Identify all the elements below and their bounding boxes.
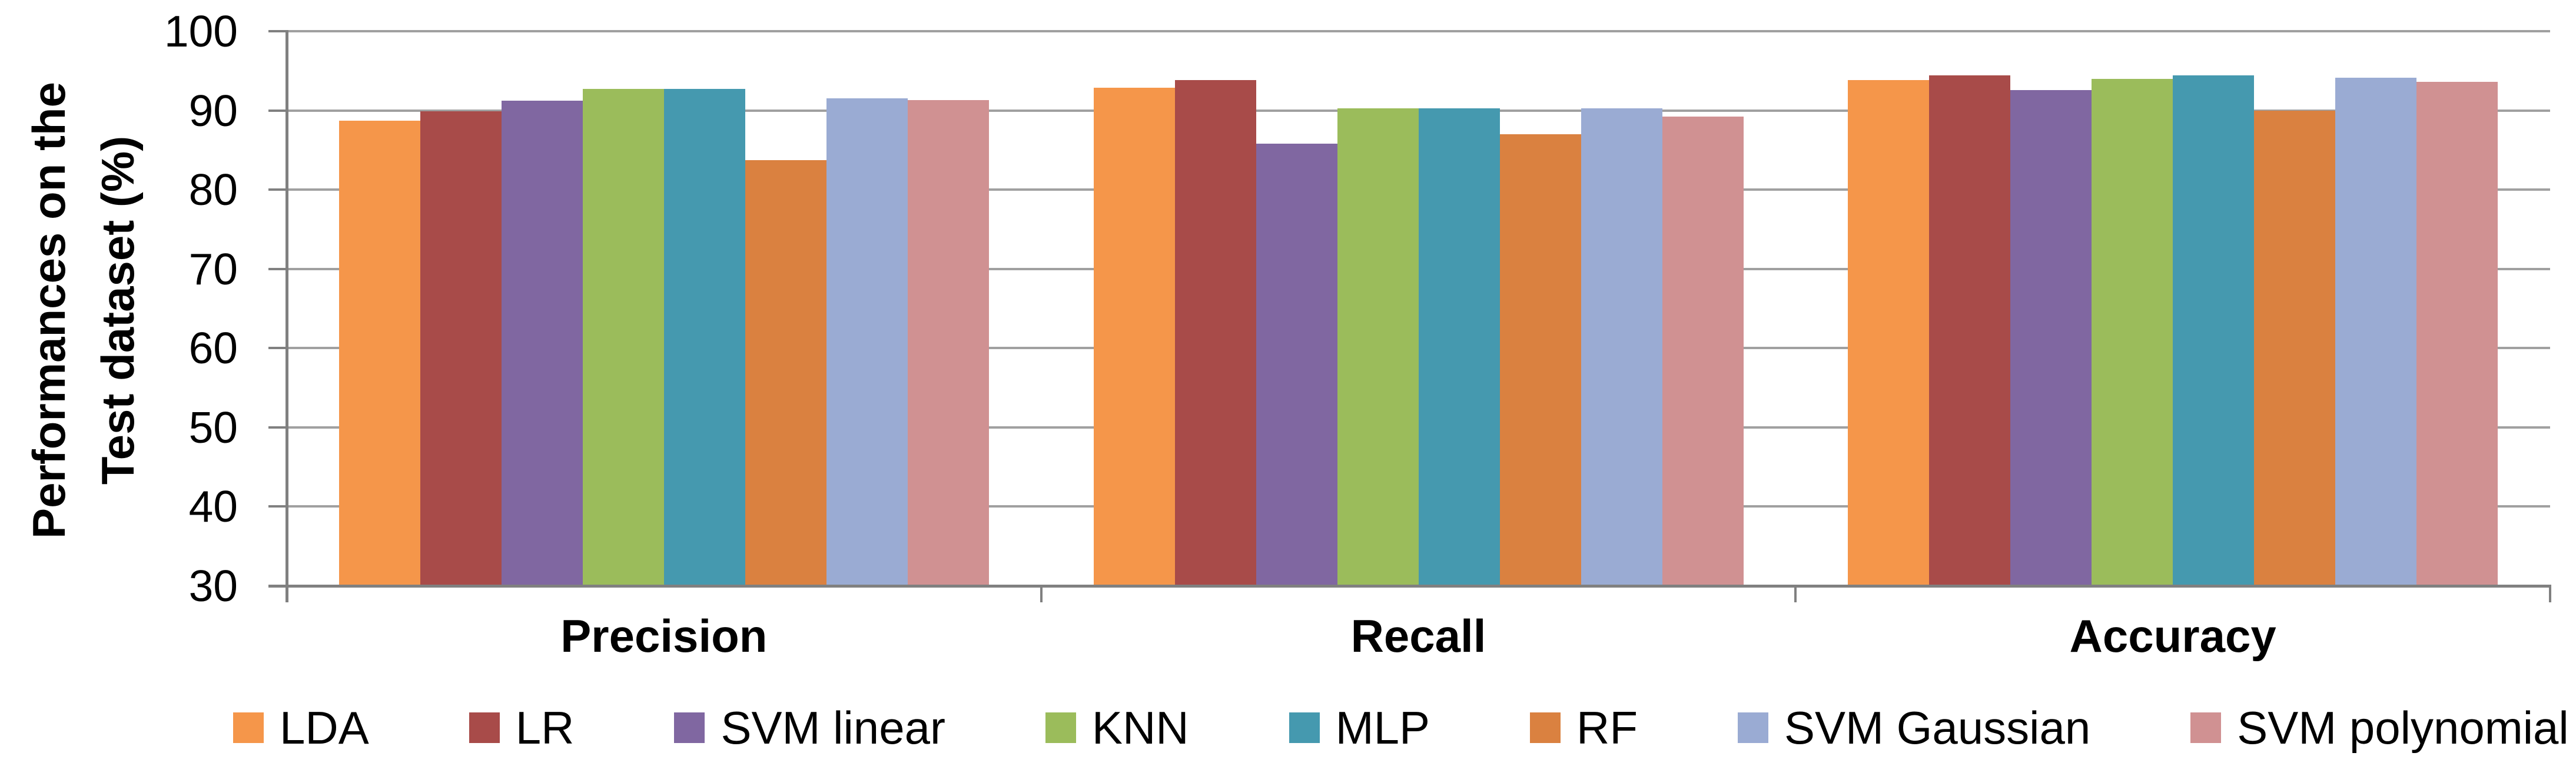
- y-tick-mark: [268, 505, 287, 508]
- legend-label: SVM Gaussian: [1784, 702, 2091, 754]
- gridline-100: [287, 30, 2550, 32]
- legend-label: KNN: [1091, 702, 1189, 754]
- bar-lda-precision: [338, 121, 420, 586]
- x-category-label-recall: Recall: [1350, 610, 1486, 662]
- legend-item-svm-polynomial: SVM polynomial: [2190, 702, 2569, 754]
- legend-item-svm-gaussian: SVM Gaussian: [1737, 702, 2091, 754]
- bar-knn-accuracy: [2092, 78, 2173, 586]
- x-tick-mark: [286, 586, 288, 602]
- bar-lda-recall: [1093, 87, 1175, 586]
- y-tick-label: 40: [188, 482, 238, 532]
- y-tick-label: 60: [188, 323, 238, 373]
- legend-item-mlp: MLP: [1289, 702, 1430, 754]
- y-tick-mark: [268, 267, 287, 270]
- bar-mlp-accuracy: [2173, 75, 2255, 586]
- bar-lr-accuracy: [1929, 75, 2011, 586]
- y-tick-mark: [268, 188, 287, 191]
- bar-lr-precision: [420, 111, 502, 586]
- legend-swatch-rf: [1530, 712, 1561, 743]
- legend-label: RF: [1576, 702, 1638, 754]
- bar-svm-polynomial-recall: [1662, 117, 1744, 586]
- x-category-label-precision: Precision: [560, 610, 768, 662]
- legend-label: MLP: [1335, 702, 1430, 754]
- bar-rf-recall: [1499, 134, 1581, 586]
- bar-rf-accuracy: [2254, 110, 2336, 586]
- bar-svm-linear-precision: [501, 101, 583, 586]
- x-tick-mark: [2549, 586, 2551, 602]
- y-axis-title: Performances on the Test dataset (%): [15, 82, 152, 539]
- legend-item-rf: RF: [1530, 702, 1638, 754]
- y-tick-mark: [268, 30, 287, 32]
- y-tick-label: 50: [188, 402, 238, 452]
- y-axis-line: [286, 30, 288, 602]
- bar-knn-precision: [582, 89, 664, 586]
- bar-svm-polynomial-precision: [907, 100, 989, 586]
- y-tick-mark: [268, 426, 287, 429]
- bar-svm-linear-recall: [1256, 144, 1337, 586]
- bar-knn-recall: [1337, 108, 1419, 586]
- y-tick-label: 90: [188, 85, 238, 135]
- legend-swatch-lr: [469, 712, 500, 743]
- x-tick-mark: [1794, 586, 1797, 602]
- legend-label: LR: [515, 702, 575, 754]
- bar-svm-gaussian-recall: [1581, 108, 1662, 586]
- bar-mlp-precision: [663, 89, 745, 586]
- bar-svm-linear-accuracy: [2010, 89, 2092, 586]
- y-tick-label: 30: [188, 561, 238, 611]
- x-category-label-accuracy: Accuracy: [2069, 610, 2276, 662]
- legend-swatch-knn: [1045, 712, 1076, 743]
- legend-swatch-mlp: [1289, 712, 1320, 743]
- legend-item-lr: LR: [469, 702, 575, 754]
- legend-item-lda: LDA: [233, 702, 369, 754]
- legend-item-svm-linear: SVM linear: [674, 702, 945, 754]
- x-axis-line: [268, 585, 2551, 588]
- legend-label: SVM linear: [721, 702, 945, 754]
- bar-svm-gaussian-accuracy: [2335, 78, 2417, 586]
- y-tick-label: 70: [188, 244, 238, 294]
- bar-lr-recall: [1174, 80, 1256, 586]
- bar-mlp-recall: [1418, 108, 1500, 586]
- legend-swatch-lda: [233, 712, 264, 743]
- legend-swatch-svm-polynomial: [2190, 712, 2222, 743]
- legend-label: LDA: [280, 702, 369, 754]
- y-axis-title-line1: Performances on the: [23, 82, 75, 539]
- y-tick-label: 100: [164, 6, 238, 56]
- bar-svm-polynomial-accuracy: [2416, 82, 2498, 586]
- bar-lda-accuracy: [1848, 80, 1930, 586]
- y-tick-label: 80: [188, 165, 238, 215]
- legend: LDA LR SVM linear KNN MLP RF SVM Gaussian SVM p…: [233, 702, 2569, 754]
- legend-swatch-svm-gaussian: [1737, 712, 1768, 743]
- bar-rf-precision: [745, 160, 826, 586]
- x-tick-mark: [1040, 586, 1043, 602]
- legend-item-knn: KNN: [1045, 702, 1189, 754]
- legend-label: SVM polynomial: [2237, 702, 2569, 754]
- legend-swatch-svm-linear: [674, 712, 705, 743]
- y-tick-mark: [268, 347, 287, 350]
- bar-svm-gaussian-precision: [826, 98, 908, 586]
- y-tick-mark: [268, 109, 287, 112]
